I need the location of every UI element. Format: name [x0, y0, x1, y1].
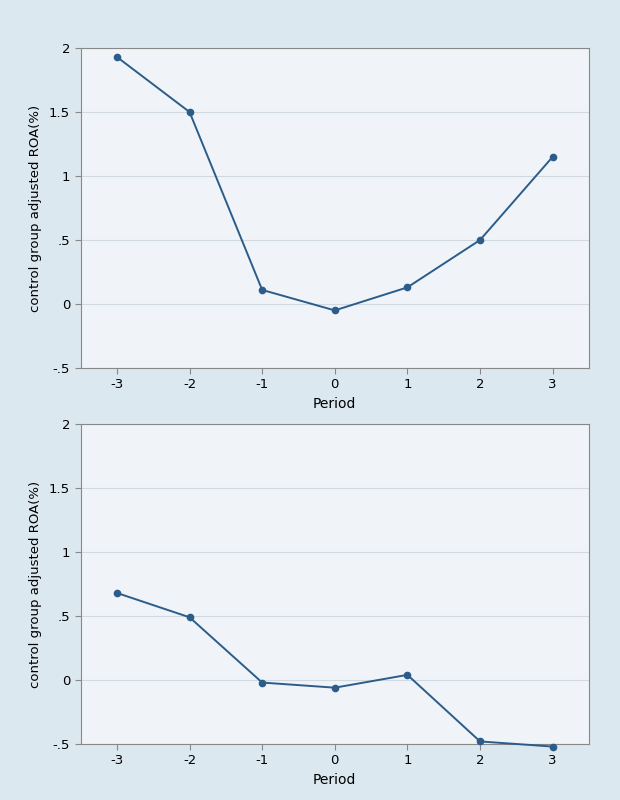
X-axis label: Period: Period: [313, 773, 356, 787]
Y-axis label: control group adjusted ROA(%): control group adjusted ROA(%): [29, 481, 42, 687]
X-axis label: Period: Period: [313, 397, 356, 411]
Y-axis label: control group adjusted ROA(%): control group adjusted ROA(%): [29, 105, 42, 311]
